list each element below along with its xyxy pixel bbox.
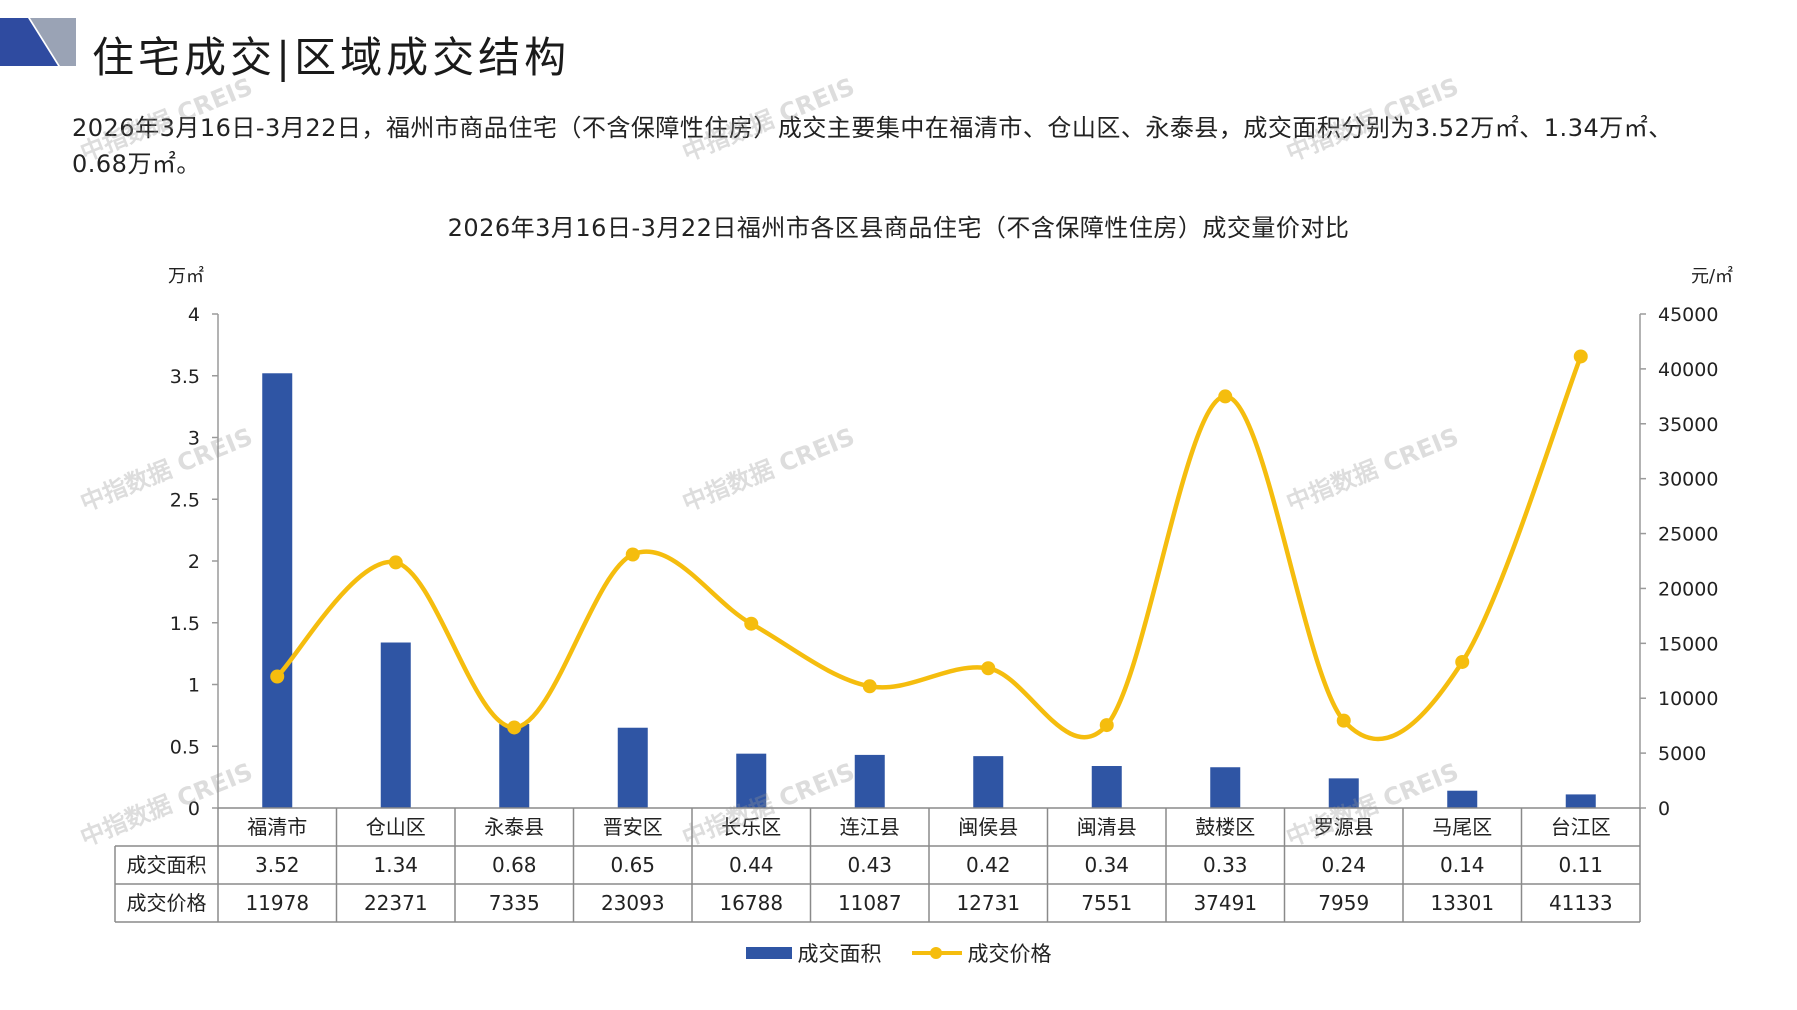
table-row-header: 成交面积 <box>127 853 207 877</box>
price-point <box>1218 389 1233 404</box>
table-cell-price: 23093 <box>601 891 665 915</box>
left-tick-label: 0.5 <box>170 736 200 758</box>
legend-item-area: 成交面积 <box>745 938 882 968</box>
table-cell-area: 0.24 <box>1321 853 1366 877</box>
price-point <box>1336 713 1351 728</box>
table-cell-area: 0.43 <box>847 853 892 877</box>
table-cell-price: 11087 <box>838 891 902 915</box>
category-label: 台江区 <box>1551 815 1611 839</box>
bar-area <box>1328 778 1359 808</box>
left-axis-unit: 万㎡ <box>168 265 204 287</box>
table-cell-price: 7959 <box>1318 891 1369 915</box>
left-tick-label: 2.5 <box>170 489 200 511</box>
right-tick-label: 30000 <box>1658 469 1718 491</box>
right-tick-label: 20000 <box>1658 578 1718 600</box>
right-tick-label: 5000 <box>1658 743 1706 765</box>
bar-area <box>262 373 293 808</box>
category-label: 晋安区 <box>603 815 663 839</box>
left-tick-label: 3 <box>188 428 200 450</box>
table-cell-area: 0.68 <box>492 853 537 877</box>
category-label: 鼓楼区 <box>1195 815 1255 839</box>
right-tick-label: 0 <box>1658 798 1670 820</box>
category-label: 福清市 <box>247 815 307 839</box>
price-point <box>625 547 640 562</box>
chart-title: 2026年3月16日-3月22日福州市各区县商品住宅（不含保障性住房）成交量价对… <box>447 214 1350 242</box>
brand-logo-icon <box>0 18 76 66</box>
category-label: 长乐区 <box>721 815 781 839</box>
bar-area <box>736 753 767 808</box>
price-point <box>1573 349 1588 364</box>
summary-paragraph: 2026年3月16日-3月22日，福州市商品住宅（不含保障性住房）成交主要集中在… <box>72 114 1673 178</box>
left-tick-label: 2 <box>188 551 200 573</box>
price-point <box>1455 654 1470 669</box>
legend-label-area: 成交面积 <box>797 942 882 966</box>
price-point <box>388 555 403 570</box>
table-cell-price: 41133 <box>1549 891 1613 915</box>
table-cell-area: 0.11 <box>1558 853 1603 877</box>
bar-area <box>1565 794 1596 808</box>
bar-area <box>1210 767 1241 808</box>
left-tick-label: 4 <box>188 304 200 326</box>
page-header: 住宅成交|区域成交结构 <box>0 18 1797 84</box>
right-tick-label: 10000 <box>1658 688 1718 710</box>
bar-area <box>1447 790 1478 808</box>
table-cell-area: 0.65 <box>610 853 655 877</box>
table-cell-price: 12731 <box>956 891 1020 915</box>
price-point <box>744 616 759 631</box>
right-tick-label: 35000 <box>1658 414 1718 436</box>
table-cell-price: 13301 <box>1430 891 1494 915</box>
category-label: 罗源县 <box>1314 815 1374 839</box>
right-tick-label: 15000 <box>1658 633 1718 655</box>
table-cell-price: 7551 <box>1081 891 1132 915</box>
table-cell-area: 0.42 <box>966 853 1011 877</box>
table-cell-price: 22371 <box>364 891 428 915</box>
price-point <box>862 679 877 694</box>
page-title: 住宅成交|区域成交结构 <box>92 33 571 82</box>
table-cell-area: 0.34 <box>1084 853 1129 877</box>
right-axis-unit: 元/㎡ <box>1691 265 1733 287</box>
category-label: 仓山区 <box>366 815 426 839</box>
right-tick-label: 45000 <box>1658 304 1718 326</box>
table-cell-price: 37491 <box>1193 891 1257 915</box>
legend-swatch-bar <box>745 947 792 959</box>
bar-area <box>380 642 411 808</box>
left-tick-label: 0 <box>188 798 200 820</box>
table-cell-price: 11978 <box>245 891 309 915</box>
table-cell-area: 0.33 <box>1203 853 1248 877</box>
legend-swatch-line <box>911 947 962 959</box>
bar-area <box>499 724 530 808</box>
table-cell-price: 16788 <box>719 891 783 915</box>
left-tick-label: 1 <box>188 675 200 697</box>
table-cell-area: 0.44 <box>729 853 774 877</box>
price-point <box>507 720 522 735</box>
right-tick-label: 40000 <box>1658 359 1718 381</box>
chart-legend: 成交面积 成交价格 <box>0 938 1797 968</box>
legend-item-price: 成交价格 <box>911 938 1052 968</box>
category-label: 永泰县 <box>484 815 544 839</box>
price-point <box>270 669 285 684</box>
price-point <box>1099 718 1114 733</box>
category-label: 闽侯县 <box>958 815 1018 839</box>
price-point <box>981 661 996 676</box>
legend-label-price: 成交价格 <box>967 942 1052 966</box>
table-cell-area: 1.34 <box>373 853 418 877</box>
table-cell-area: 3.52 <box>255 853 300 877</box>
left-tick-label: 3.5 <box>170 366 200 388</box>
right-tick-label: 25000 <box>1658 524 1718 546</box>
category-label: 马尾区 <box>1432 815 1492 839</box>
bar-area <box>973 756 1004 808</box>
category-label: 闽清县 <box>1077 815 1137 839</box>
price-line <box>275 355 1583 742</box>
table-cell-price: 7335 <box>489 891 540 915</box>
table-row-header: 成交价格 <box>127 891 207 915</box>
bar-area <box>617 727 648 808</box>
table-cell-area: 0.14 <box>1440 853 1485 877</box>
bar-area <box>854 754 885 808</box>
left-tick-label: 1.5 <box>170 613 200 635</box>
category-label: 连江县 <box>840 815 900 839</box>
bar-area <box>1091 766 1122 808</box>
